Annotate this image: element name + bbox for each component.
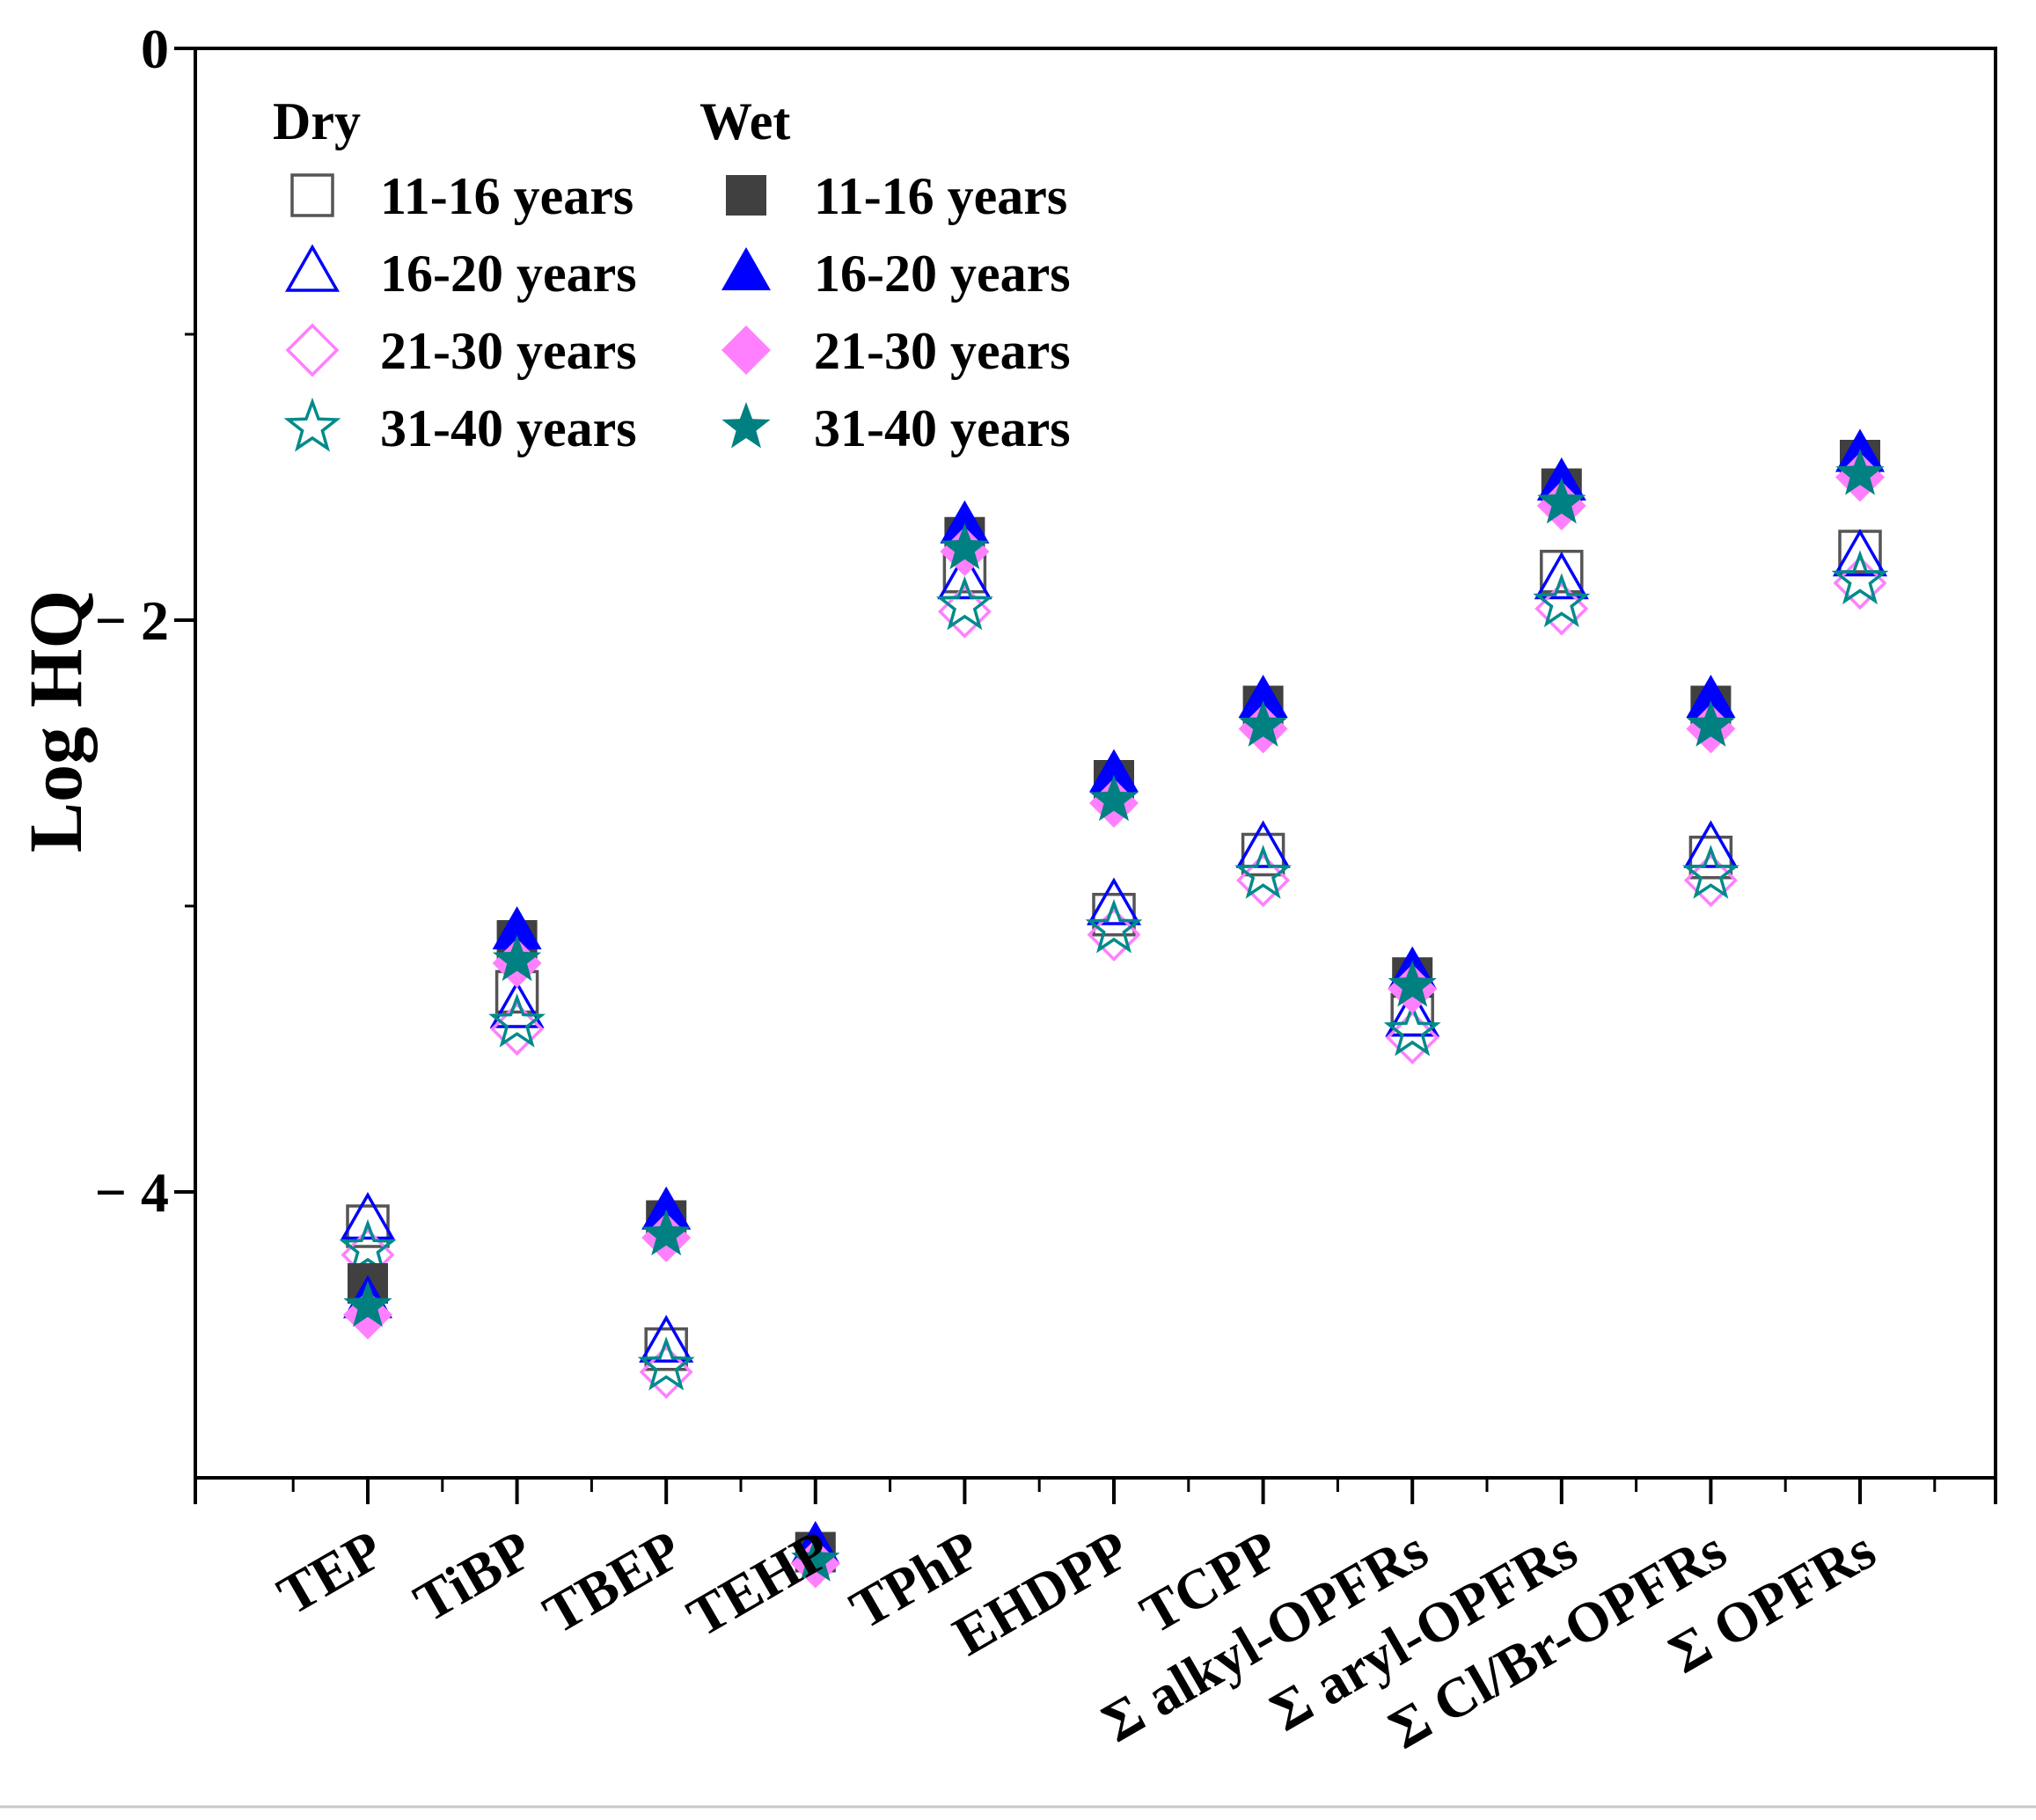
data-point: [644, 1327, 688, 1371]
y-tick-label: 0: [141, 18, 169, 80]
legend-marker: [285, 323, 340, 377]
data-point: [1832, 528, 1888, 577]
data-point: [937, 584, 992, 639]
data-point: [639, 1345, 693, 1400]
legend: Dry 11-16 years 16-20 years 21-30 years 31-4…: [273, 92, 1071, 457]
data-point: [637, 1336, 695, 1391]
y-axis-title: Log HQ: [13, 590, 98, 853]
data-point: [1534, 551, 1589, 600]
legend-label: 16-20 years: [814, 245, 1071, 303]
data-point: [1388, 961, 1437, 1007]
legend-marker: [283, 397, 341, 452]
data-point: [641, 1209, 691, 1256]
x-tick-label: TiBP: [404, 1518, 543, 1634]
data-marks: [339, 428, 1889, 1589]
legend-marker: [721, 325, 771, 375]
x-tick-label: TEP: [267, 1518, 393, 1627]
data-point: [937, 551, 992, 600]
data-point: [1234, 844, 1293, 899]
data-point: [1238, 675, 1288, 718]
data-point: [639, 1314, 694, 1363]
data-point: [1686, 675, 1736, 718]
data-point: [1236, 853, 1291, 908]
plot-frame: [194, 47, 1997, 1480]
data-point: [641, 1186, 692, 1230]
data-point: [1089, 749, 1139, 793]
data-point: [493, 934, 542, 982]
data-point: [1681, 844, 1739, 899]
legend-label: 21-30 years: [380, 322, 637, 380]
data-point: [1085, 898, 1143, 954]
data-point: [1683, 853, 1738, 908]
x-tick-label: TEHP: [677, 1518, 840, 1649]
data-point: [1833, 556, 1887, 610]
legend-label: 11-16 years: [380, 167, 634, 225]
plot-frame: [194, 47, 1997, 1480]
data-point: [1831, 550, 1889, 605]
legend-marker: [290, 173, 334, 217]
legend-marker: [721, 247, 771, 290]
data-point: [1385, 989, 1440, 1037]
data-point: [1686, 700, 1735, 747]
legend-marker: [721, 402, 771, 449]
data-point: [339, 1218, 397, 1274]
data-point: [1241, 832, 1285, 877]
data-point: [1089, 774, 1139, 822]
data-point: [492, 906, 542, 950]
data-point: [940, 500, 990, 544]
data-point: [940, 523, 989, 570]
data-point: [1235, 820, 1291, 868]
y-tick-label: − 4: [95, 1161, 169, 1224]
data-point: [1533, 573, 1591, 628]
data-point: [488, 993, 546, 1048]
data-point: [1683, 820, 1739, 868]
legend-label: 11-16 years: [814, 167, 1067, 225]
data-point: [343, 1281, 392, 1327]
legend-label: 31-40 years: [814, 399, 1071, 457]
data-point: [791, 1535, 840, 1582]
legend-label: 31-40 years: [380, 399, 637, 457]
data-point: [1540, 550, 1584, 594]
data-point: [1239, 700, 1288, 747]
data-point: [1086, 877, 1142, 925]
x-tick-label: TBEP: [533, 1518, 692, 1646]
legend-heading: Wet: [699, 92, 790, 150]
legend-heading: Dry: [273, 92, 361, 150]
data-point: [1537, 477, 1586, 524]
data-point: [935, 575, 993, 631]
y-tick-label: − 2: [95, 589, 169, 652]
legend-marker: [726, 175, 766, 216]
legend-label: 21-30 years: [814, 322, 1071, 380]
data-point: [489, 980, 545, 1028]
data-point: [1383, 1001, 1441, 1056]
data-point: [1835, 449, 1885, 495]
data-point: [346, 1204, 390, 1248]
legend-label: 16-20 years: [380, 245, 637, 303]
data-point: [340, 1191, 396, 1240]
x-tick-label: EHDPP: [943, 1518, 1139, 1668]
legend-marker: [284, 244, 341, 292]
